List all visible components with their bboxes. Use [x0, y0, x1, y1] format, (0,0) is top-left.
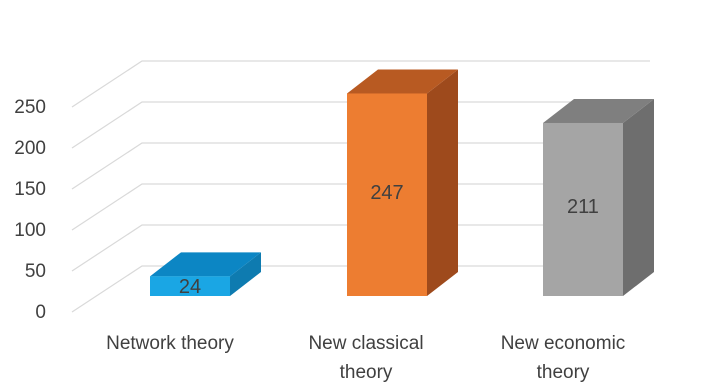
category-label-2-0: New economic: [501, 333, 626, 354]
gridline-5: [71, 60, 650, 108]
y-tick-label-2: 100: [14, 220, 46, 241]
bar-top-2: [543, 98, 654, 123]
y-tick-label-1: 50: [25, 261, 46, 282]
bar-front-1: [347, 93, 427, 297]
bar-side-0: [230, 252, 261, 296]
bar-front-0: [150, 276, 230, 296]
gridline-4: [71, 101, 650, 149]
y-tick-label-4: 200: [14, 138, 46, 159]
y-axis: 0 50 100 150 200 250: [14, 97, 46, 323]
grid-layer: [71, 60, 650, 313]
bar-1: [347, 69, 458, 297]
bar-side-1: [427, 69, 458, 297]
bar-0: [150, 252, 261, 296]
bar-top-0: [150, 252, 261, 277]
y-tick-label-0: 0: [35, 302, 46, 323]
data-labels: 24 247 211: [179, 182, 599, 298]
category-label-1-1: theory: [340, 362, 393, 383]
x-axis: Network theory New classical theory New eco…: [106, 333, 625, 383]
y-tick-label-3: 150: [14, 179, 46, 200]
data-label-2: 211: [567, 196, 599, 218]
y-tick-label-5: 250: [14, 97, 46, 118]
gridline-2: [71, 183, 650, 231]
gridline-0: [71, 265, 650, 313]
bar-2: [543, 98, 654, 296]
bar-front-2: [543, 122, 623, 296]
data-label-1: 247: [370, 182, 403, 204]
gridline-1: [71, 224, 650, 272]
category-label-0-0: Network theory: [106, 333, 234, 354]
bars: [150, 69, 654, 297]
bar-side-2: [623, 98, 654, 296]
data-label-0: 24: [179, 276, 201, 298]
category-label-2-1: theory: [537, 362, 590, 383]
category-label-1-0: New classical: [308, 333, 423, 354]
bar-top-1: [347, 69, 458, 94]
gridline-3: [71, 142, 650, 190]
